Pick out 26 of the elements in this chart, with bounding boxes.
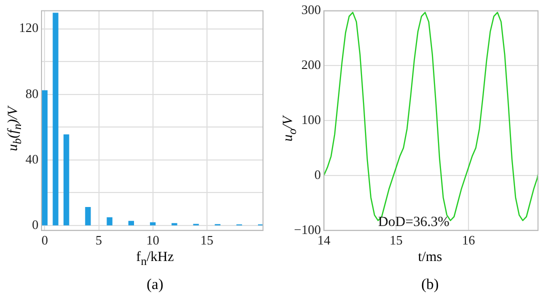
x-tick-label: 5 xyxy=(96,232,102,248)
bar xyxy=(42,90,48,226)
x-axis-title: f$_{n}$/kHz xyxy=(135,250,175,268)
bar xyxy=(150,222,156,226)
bar xyxy=(52,12,58,226)
y-tick-label: 300 xyxy=(301,2,321,18)
y-tick-label: 0 xyxy=(32,216,38,232)
x-axis-title: t/ms xyxy=(416,250,444,266)
y-tick-label: 100 xyxy=(301,112,321,128)
bar xyxy=(85,206,91,226)
y-tick-label: 40 xyxy=(26,151,38,166)
bar xyxy=(128,220,134,226)
x-tick-label: 0 xyxy=(41,232,48,248)
y-tick-label: 200 xyxy=(301,57,321,72)
x-tick-label: 15 xyxy=(200,232,214,248)
y-tick-label: 80 xyxy=(26,86,38,101)
x-tick-label: 15 xyxy=(390,232,403,248)
annotation: DoD=36.3% xyxy=(378,215,450,230)
y-tick-label: 120 xyxy=(19,20,38,36)
x-tick-label: 16 xyxy=(462,232,476,248)
y-tick-label: 0 xyxy=(314,166,321,182)
text: (a) xyxy=(146,277,164,294)
bar xyxy=(106,217,112,226)
text: (b) xyxy=(420,277,440,294)
bar xyxy=(64,134,70,226)
x-tick-label: 10 xyxy=(146,232,160,248)
